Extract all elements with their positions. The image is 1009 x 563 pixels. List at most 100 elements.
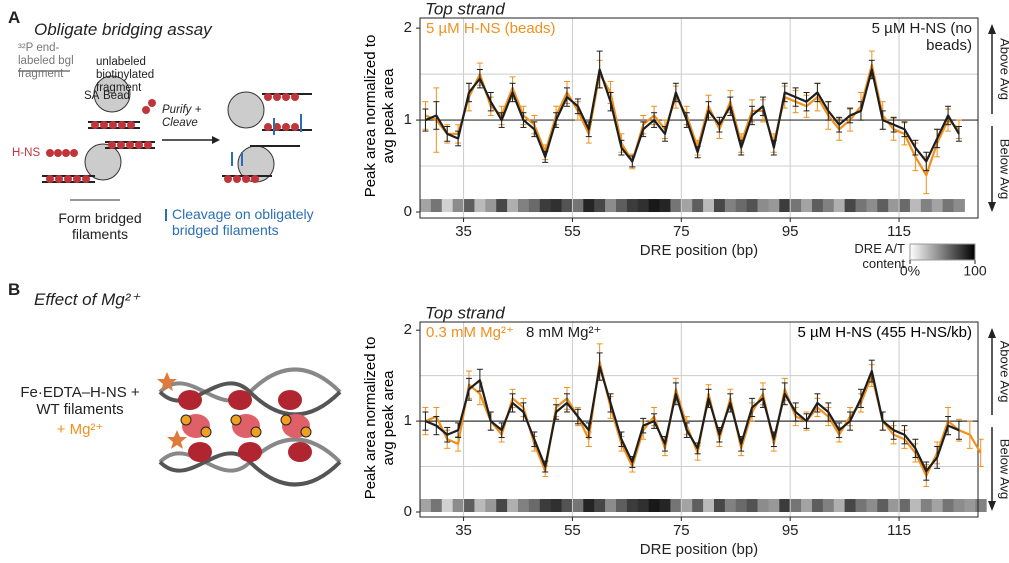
at-strip-cell: [681, 499, 693, 512]
at-strip-cell: [626, 199, 639, 213]
at-strip-cell: [888, 499, 900, 512]
at-strip-cell: [855, 499, 867, 512]
panel-title: Effect of Mg²⁺: [34, 290, 140, 309]
side-arrowhead: [988, 202, 996, 212]
at-strip-cell: [474, 499, 486, 512]
at-strip-cell: [550, 499, 563, 512]
at-strip-cell: [942, 199, 955, 213]
at-strip-cell: [931, 499, 944, 512]
y-tick-label: 2: [404, 19, 412, 36]
at-strip-cell: [811, 199, 824, 213]
x-axis-label: DRE position (bp): [640, 541, 758, 558]
colorbar-tick-label: 0%: [900, 263, 920, 279]
at-strip-cell: [648, 499, 661, 512]
side-label: Below Avg: [998, 439, 1009, 499]
at-strip-cell: [833, 499, 846, 512]
panel-label: B: [8, 280, 21, 299]
side-arrowhead: [988, 24, 996, 34]
at-strip-cell: [507, 499, 519, 512]
at-strip-cell: [899, 199, 911, 213]
at-strip-cell: [888, 199, 900, 213]
at-strip-cell: [931, 199, 944, 213]
plot-frame: [419, 17, 979, 219]
at-strip-cell: [844, 499, 857, 512]
y-tick-label: 1: [404, 412, 412, 429]
at-strip-cell: [507, 199, 519, 213]
panel-label: A: [8, 8, 21, 27]
x-tick-label: 75: [673, 522, 690, 539]
at-strip-cell: [920, 199, 933, 213]
at-strip-cell: [866, 499, 878, 512]
at-strip-cell: [681, 199, 693, 213]
at-strip-cell: [713, 499, 726, 512]
at-strip-cell: [539, 199, 552, 213]
colorbar-label: DRE A/T content: [854, 241, 905, 271]
x-tick-label: 35: [455, 522, 472, 539]
x-tick-label: 55: [564, 223, 581, 240]
legend: 0.3 mM Mg²⁺ 8 mM Mg²⁺ 5 µM H-NS (455 H-NS/…: [426, 324, 972, 341]
mg-label: + Mg²⁺: [56, 421, 104, 438]
colorbar: [909, 243, 976, 261]
at-strip-cell: [659, 499, 671, 512]
x-axis-label: DRE position (bp): [640, 242, 758, 259]
at-strip-cell: [637, 199, 650, 213]
at-strip-cell: [441, 199, 454, 213]
at-strip-cell: [615, 499, 628, 512]
at-strip-cell: [583, 499, 595, 512]
at-strip-cell: [539, 499, 552, 512]
side-arrowhead: [988, 328, 996, 338]
cleavage-label: Cleavage on obligately bridged filaments: [172, 206, 314, 239]
at-strip-cell: [703, 499, 715, 512]
plot-frame: [419, 321, 979, 518]
at-strip-cell: [517, 199, 530, 213]
y-axis-label: Peak area normalized to avg peak area: [362, 34, 397, 198]
at-strip-cell: [746, 199, 759, 213]
y-tick-label: 2: [404, 321, 412, 338]
at-strip-cell: [909, 499, 922, 512]
at-strip-cell: [877, 199, 889, 213]
at-strip-cell: [496, 199, 508, 213]
at-strip-cell: [605, 199, 617, 213]
at-strip-cell: [757, 499, 769, 512]
at-strip-cell: [877, 499, 889, 512]
at-strip-cell: [822, 199, 835, 213]
chart-title: Top strand: [425, 0, 505, 18]
filament-schematic: [157, 367, 342, 487]
at-strip-cell: [953, 499, 965, 512]
at-strip-cell: [713, 199, 726, 213]
at-strip-cell: [964, 499, 976, 512]
at-strip-cell: [474, 199, 486, 213]
hns-label: H-NS: [12, 147, 41, 159]
at-strip-cell: [703, 199, 715, 213]
at-strip-cell: [855, 199, 867, 213]
at-strip-cell: [583, 199, 595, 213]
y-tick-label: 1: [404, 111, 412, 128]
at-strip-cell: [572, 499, 584, 512]
at-strip-cell: [561, 499, 573, 512]
at-strip-cell: [833, 199, 846, 213]
y-axis-label: Peak area normalized to avg peak area: [362, 336, 397, 499]
x-tick-label: 55: [564, 522, 581, 539]
at-strip-cell: [452, 499, 465, 512]
at-strip-cell: [735, 499, 748, 512]
panel-title: Obligate bridging assay: [34, 20, 212, 39]
at-strip-cell: [441, 499, 454, 512]
at-strip-cell: [975, 499, 987, 512]
form-label: Form bridged filaments: [58, 210, 142, 243]
condition-label: Fe·EDTA–H-NS + WT filaments: [20, 384, 140, 419]
at-strip-cell: [953, 199, 965, 213]
at-strip-cell: [594, 199, 606, 213]
x-tick-label: 95: [782, 522, 799, 539]
bead-label: Bead: [103, 90, 130, 102]
at-strip-cell: [811, 499, 824, 512]
at-strip-cell: [670, 499, 682, 512]
legend-entry: 8 mM Mg²⁺: [525, 324, 602, 341]
sa-label: SA: [84, 90, 100, 102]
at-strip-cell: [637, 499, 650, 512]
unlabeled-fragment: unlabeled biotinylated fragment: [96, 56, 155, 95]
at-strip-cell: [605, 499, 617, 512]
at-strip-cell: [420, 499, 432, 512]
at-strip-cell: [463, 499, 475, 512]
